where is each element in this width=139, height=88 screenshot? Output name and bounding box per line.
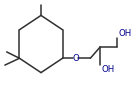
Text: OH: OH bbox=[101, 65, 115, 74]
Text: O: O bbox=[72, 54, 79, 63]
Text: OH: OH bbox=[119, 29, 132, 38]
